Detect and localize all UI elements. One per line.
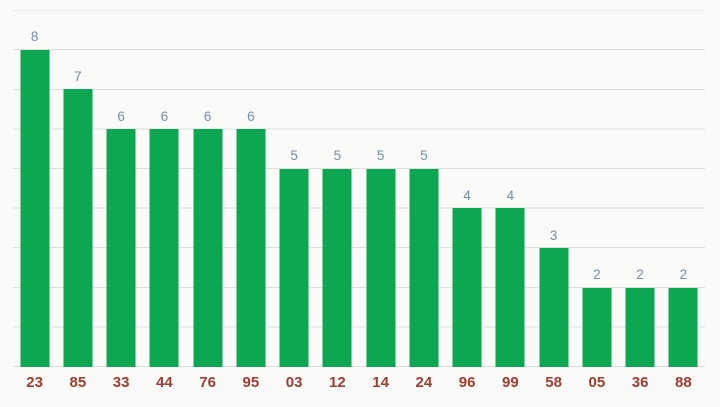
bar-column: 2 [662, 10, 705, 367]
category-label: 23 [26, 374, 43, 391]
bar-value-label: 4 [506, 187, 515, 203]
bar[interactable] [625, 287, 655, 367]
bar[interactable] [106, 129, 136, 367]
bar[interactable] [193, 129, 223, 367]
category-label: 96 [458, 374, 476, 391]
bar-value-label: 2 [636, 267, 644, 283]
bar-column: 6 [100, 10, 143, 367]
bar-column: 8 [13, 10, 56, 367]
x-axis-labels: 23 85 33 44 76 95 03 12 14 24 96 99 58 05 36 88 [13, 375, 705, 390]
category-label: 05 [588, 374, 606, 391]
bar-value-label: 6 [203, 108, 212, 124]
category-label: 88 [675, 374, 692, 391]
bar-value-label: 5 [376, 148, 385, 164]
category-label: 85 [69, 374, 87, 391]
bar-column: 3 [532, 10, 575, 367]
bar[interactable] [63, 89, 93, 367]
bar-value-label: 2 [593, 267, 601, 283]
bar-column: 5 [316, 10, 359, 367]
category-label: 58 [545, 374, 562, 391]
bar-value-label: 2 [679, 267, 688, 283]
bar-value-label: 5 [290, 148, 298, 164]
bar[interactable] [668, 287, 698, 367]
bar[interactable] [539, 248, 569, 367]
category-label: 12 [329, 374, 346, 391]
bar-column: 7 [56, 10, 99, 367]
category-label: 33 [112, 374, 130, 391]
bar-value-label: 3 [549, 227, 558, 243]
category-label: 76 [199, 374, 216, 391]
category-label: 14 [372, 374, 389, 391]
plot-area: 8 7 6 6 6 6 5 5 5 5 4 4 3 2 2 2 [13, 10, 705, 367]
bar-column: 2 [619, 10, 662, 367]
bar-column: 4 [489, 10, 532, 367]
bar-value-label: 6 [247, 108, 255, 124]
bar-value-label: 4 [463, 187, 471, 203]
bar-value-label: 5 [420, 148, 428, 164]
bar-column: 2 [575, 10, 618, 367]
bar[interactable] [149, 129, 179, 367]
bar-column: 6 [143, 10, 186, 367]
bar-value-label: 6 [117, 108, 125, 124]
bar[interactable] [495, 208, 525, 367]
bar-column: 5 [359, 10, 402, 367]
bar[interactable] [366, 168, 396, 367]
bar[interactable] [279, 168, 309, 367]
bar-value-label: 7 [74, 68, 82, 84]
bar[interactable] [409, 168, 439, 367]
category-label: 99 [502, 374, 519, 391]
bar[interactable] [322, 168, 352, 367]
bar[interactable] [582, 287, 612, 367]
bar-value-label: 6 [160, 108, 169, 124]
bar[interactable] [452, 208, 482, 367]
bar-value-label: 5 [333, 148, 342, 164]
category-label: 03 [285, 374, 303, 391]
bar-value-label: 8 [30, 29, 39, 45]
bar[interactable] [236, 129, 266, 367]
bar-column: 6 [186, 10, 229, 367]
bar-column: 4 [446, 10, 489, 367]
bar[interactable] [20, 49, 50, 367]
bar-column: 6 [229, 10, 272, 367]
category-label: 24 [415, 374, 433, 391]
bar-column: 5 [273, 10, 316, 367]
category-label: 44 [156, 374, 173, 391]
category-label: 36 [631, 374, 649, 391]
bar-column: 5 [402, 10, 445, 367]
category-label: 95 [242, 374, 260, 391]
